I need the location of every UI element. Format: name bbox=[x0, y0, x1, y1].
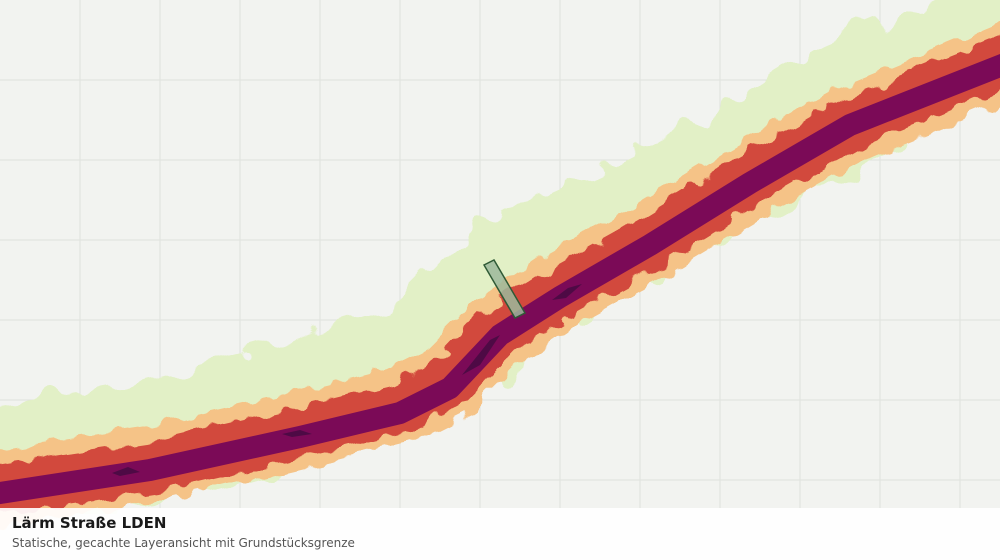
noise-spots bbox=[112, 284, 582, 476]
layer-subtitle: Statische, gecachte Layeransicht mit Gru… bbox=[12, 536, 355, 550]
parcel-boundary[interactable] bbox=[482, 259, 527, 319]
caption-bar: Lärm Straße LDEN Statische, gecachte Lay… bbox=[0, 508, 1000, 560]
layer-title: Lärm Straße LDEN bbox=[12, 514, 167, 532]
